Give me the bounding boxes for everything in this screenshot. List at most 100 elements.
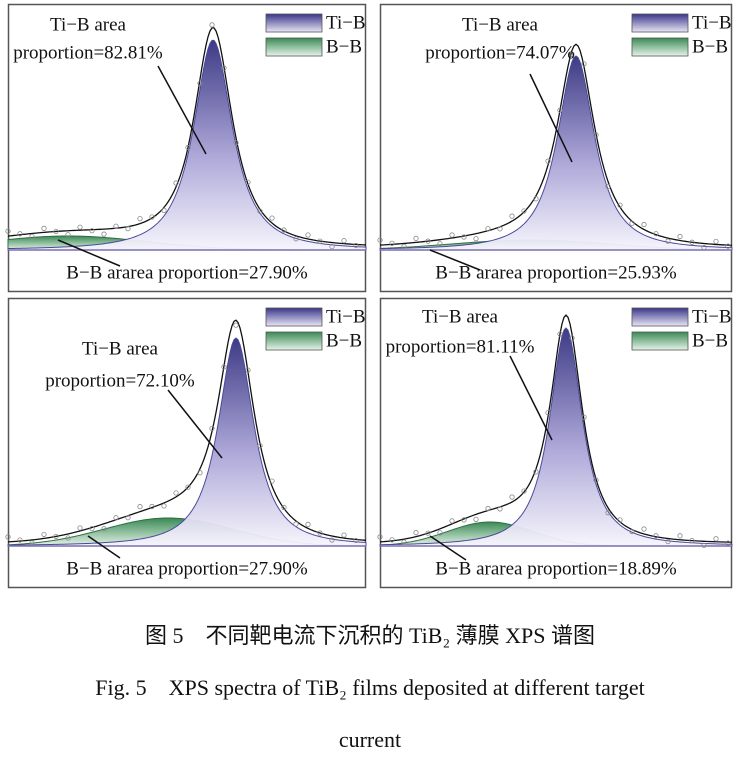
peak-label: Ti−B area (50, 14, 127, 35)
raw-point (677, 533, 683, 539)
raw-point (329, 243, 335, 250)
raw-point (233, 140, 239, 146)
raw-point (605, 510, 611, 516)
raw-point (101, 231, 107, 237)
raw-point (149, 503, 155, 510)
legend-label: B−B (692, 330, 728, 351)
legend-swatch (631, 37, 689, 57)
legend-swatch (631, 13, 689, 33)
raw-point (221, 65, 227, 71)
raw-point (41, 225, 47, 231)
raw-point (101, 526, 107, 532)
raw-point (137, 504, 143, 510)
peak-label: Ti−B area (462, 14, 539, 35)
raw-point (641, 221, 647, 228)
raw-point (161, 503, 167, 509)
raw-point (653, 533, 659, 539)
pointer (87, 535, 121, 559)
panel: Ti−B area proportion=72.10% B−B ararea pro… (5, 297, 367, 589)
raw-point (209, 22, 215, 28)
pointer (529, 73, 573, 163)
panel: Ti−B area proportion=81.11% B−B ararea pro… (377, 297, 733, 589)
raw-point (257, 443, 263, 449)
raw-point (521, 488, 527, 494)
envelope (7, 27, 367, 246)
raw-point (593, 132, 599, 138)
raw-point (65, 535, 71, 541)
tib-peak (379, 327, 733, 547)
bb-label: B−B ararea proportion=25.93% (435, 262, 677, 283)
legend-label: B−B (326, 36, 362, 57)
raw-point (173, 180, 179, 186)
peak-label: proportion=74.07% (425, 42, 575, 63)
raw-point (281, 227, 287, 233)
raw-point (245, 179, 251, 185)
raw-point (665, 238, 671, 244)
raw-point (401, 243, 407, 250)
raw-point (617, 517, 623, 523)
raw-point (77, 525, 83, 531)
raw-point (449, 518, 455, 524)
raw-point (425, 238, 431, 244)
raw-point (197, 80, 203, 86)
raw-point (497, 226, 503, 232)
raw-point (353, 537, 359, 544)
raw-point (725, 540, 731, 546)
tib-peak (379, 55, 733, 251)
legend-swatch (265, 307, 323, 327)
raw-point (593, 477, 599, 483)
raw-point (113, 515, 119, 521)
raw-point (581, 61, 587, 67)
raw-point (425, 530, 431, 536)
raw-point (269, 215, 275, 221)
raw-point (725, 243, 731, 249)
raw-point (701, 542, 707, 548)
raw-point (437, 530, 443, 536)
raw-point (53, 533, 59, 540)
bb-label: B−B ararea proportion=27.90% (66, 262, 308, 283)
legend-swatch (265, 331, 323, 351)
caption-en: current (339, 727, 401, 752)
raw-point (317, 238, 323, 244)
raw-point (137, 216, 143, 222)
raw-point (125, 226, 131, 232)
raw-point (245, 367, 251, 373)
raw-point (713, 238, 719, 245)
raw-point (197, 470, 203, 476)
raw-point (185, 144, 191, 151)
raw-point (65, 232, 71, 238)
raw-point (293, 521, 299, 527)
caption-en: Fig. 5 XPS spectra of TiB₂ films deposit… (95, 675, 645, 700)
envelope (7, 319, 367, 543)
raw-point (17, 231, 23, 237)
raw-point (77, 224, 83, 230)
raw-point (353, 242, 359, 249)
raw-point (281, 504, 287, 511)
raw-point (269, 478, 275, 484)
raw-point (209, 425, 215, 432)
legend-label: Ti−B (326, 12, 366, 33)
raw-point (653, 231, 659, 237)
legend-label: Ti−B (326, 306, 366, 327)
bb-label: B−B ararea proportion=27.90% (66, 558, 308, 579)
envelope (379, 43, 733, 246)
raw-point (473, 236, 479, 242)
raw-point (257, 208, 263, 214)
envelope (379, 314, 733, 543)
raw-point (293, 236, 299, 242)
raw-point (389, 240, 395, 246)
raw-point (629, 528, 635, 535)
raw-point (233, 322, 239, 328)
raw-point (641, 526, 647, 532)
raw-point (5, 228, 11, 234)
raw-point (329, 537, 335, 543)
raw-point (509, 494, 515, 500)
raw-point (401, 539, 407, 545)
legend-label: B−B (326, 330, 362, 351)
raw-point (5, 534, 11, 540)
legend-label: B−B (692, 36, 728, 57)
raw-point (29, 233, 35, 240)
peak-label: proportion=81.11% (386, 336, 535, 357)
raw-point (389, 537, 395, 543)
